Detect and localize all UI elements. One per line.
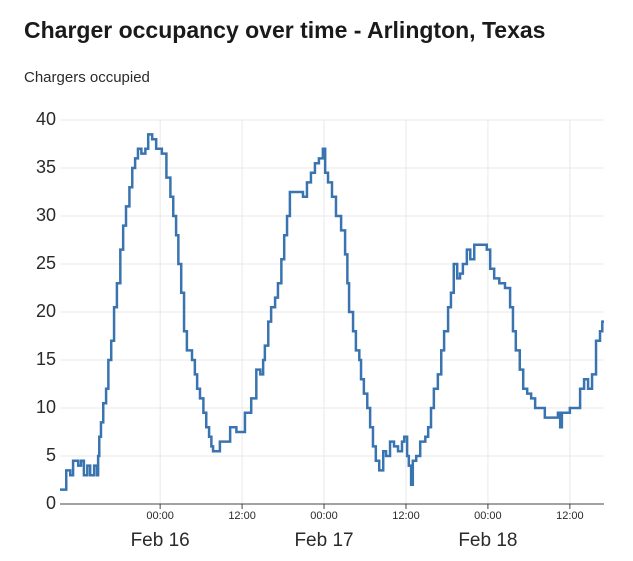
x-tick-label: 12:00 (556, 510, 584, 522)
y-axis-label: Chargers occupied (24, 69, 150, 86)
x-tick-label: 12:00 (392, 510, 420, 522)
y-tick-label: 10 (36, 397, 56, 417)
chart-title: Charger occupancy over time - Arlington,… (24, 17, 545, 43)
x-date-label: Feb 17 (294, 530, 353, 551)
line (60, 133, 604, 491)
x-tick-label: 12:00 (228, 510, 256, 522)
y-tick-label: 0 (46, 493, 56, 513)
x-date-label: Feb 16 (131, 530, 190, 551)
y-tick-label: 5 (46, 445, 56, 465)
x-tick-label: 00:00 (310, 510, 338, 522)
y-tick-label: 35 (36, 157, 56, 177)
y-tick-label: 15 (36, 349, 56, 369)
y-tick-label: 20 (36, 301, 56, 321)
y-tick-label: 30 (36, 205, 56, 225)
x-tick-label: 00:00 (146, 510, 174, 522)
y-tick-label: 25 (36, 253, 56, 273)
x-tick-label: 00:00 (474, 510, 502, 522)
x-date-label: Feb 18 (458, 530, 517, 551)
y-tick-label: 40 (36, 109, 56, 129)
